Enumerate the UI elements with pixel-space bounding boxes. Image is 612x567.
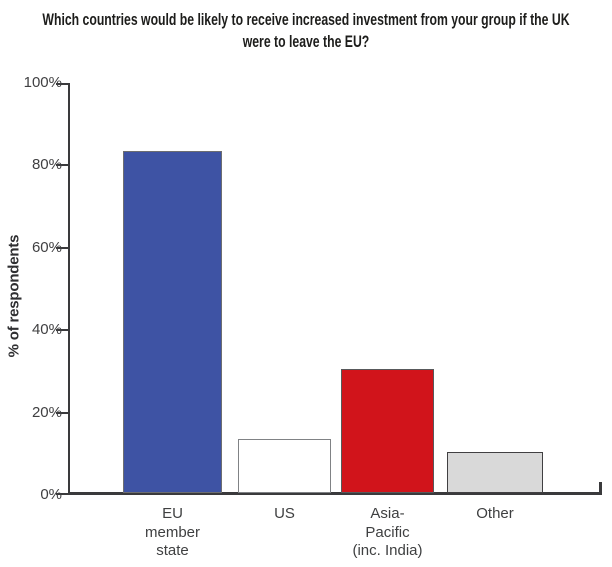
y-tick-20 (56, 411, 68, 414)
y-tick-label-0: 0% (40, 486, 62, 503)
x-category-label-line: Other (476, 505, 514, 522)
x-axis-end-tick (599, 482, 602, 493)
y-tick-label-80: 80% (31, 156, 62, 174)
bar-eu-member-state (123, 151, 222, 493)
x-category-label-line: state (156, 542, 189, 559)
y-tick-label-20: 20% (31, 403, 62, 421)
x-category-label-eu-member-state: EU member state (103, 505, 243, 561)
y-tick-40 (56, 329, 68, 332)
x-category-label-line: Pacific (365, 523, 410, 541)
bar-asia-pacific-inc-india (341, 369, 434, 493)
x-category-label-line: Asia- (370, 505, 405, 522)
y-tick-0 (56, 493, 68, 495)
y-tick-80 (56, 164, 68, 167)
x-category-label-line: US (274, 505, 295, 522)
y-tick-label-100: 100% (23, 74, 62, 91)
y-tick-60 (56, 246, 68, 249)
y-axis-line (68, 83, 70, 495)
y-tick-100 (56, 83, 68, 85)
x-category-label-line: EU (162, 505, 183, 522)
bar-us (238, 439, 331, 493)
y-tick-label-40: 40% (31, 321, 62, 339)
y-tick-label-60: 60% (31, 238, 62, 256)
x-category-label-line: (inc. India) (352, 542, 423, 559)
chart-title-line-2: were to leave the EU? (242, 32, 370, 51)
chart-title: Which countries would be likely to recei… (0, 9, 612, 53)
bar-other (447, 452, 543, 493)
plot-area: 0% 20% 40% 60% 80% 100% EU member state US Asia- P… (24, 74, 602, 559)
x-axis-line (68, 492, 602, 495)
x-category-label-line: member (144, 523, 200, 541)
x-category-label-other: Other (425, 505, 565, 524)
chart-title-line-1: Which countries would be likely to recei… (42, 10, 570, 29)
x-category-label-us: US (215, 505, 355, 524)
x-category-label-asia-pacific-inc-india: Asia- Pacific (inc. India) (318, 505, 458, 561)
